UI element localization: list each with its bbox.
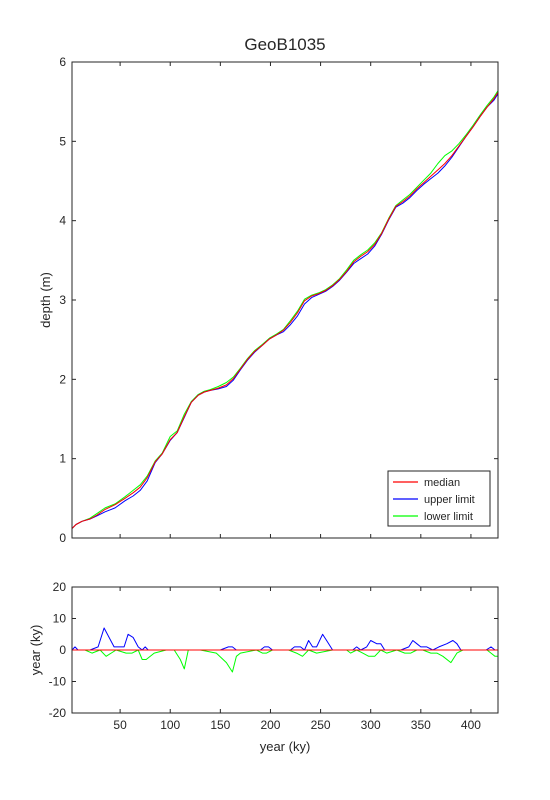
depth-chart: GeoB1035 depth (m) 0 1 2 3 4 5 6 median upper …	[38, 35, 499, 545]
depth-series-upper-limit	[71, 93, 499, 529]
deviation-axes-frame	[71, 586, 499, 714]
deviation-ticks: -20 -10 0 10 20 50 100 150 200 250 300 350 400	[49, 580, 498, 732]
deviation-y-tick-label: 20	[53, 580, 67, 594]
x-tick-label: 400	[461, 718, 481, 732]
deviation-y-tick-label: 10	[53, 612, 67, 626]
x-tick-label: 300	[361, 718, 381, 732]
deviation-series-lower-deviation	[72, 649, 498, 673]
x-tick-label: 100	[160, 718, 180, 732]
depth-y-tick-label: 6	[59, 55, 66, 69]
depth-y-tick-label: 0	[59, 531, 66, 545]
deviation-chart: year (ky) year (ky) -20 -10 0 10 20 50 100 150 2…	[28, 580, 499, 754]
legend: median upper limit lower limit	[387, 470, 491, 527]
depth-series-lower-limit	[71, 90, 499, 529]
depth-y-axis-label: depth (m)	[38, 272, 53, 328]
deviation-y-tick-label: 0	[59, 643, 66, 657]
x-tick-label: 200	[260, 718, 280, 732]
x-tick-label: 250	[311, 718, 331, 732]
deviation-y-axis-label: year (ky)	[28, 625, 43, 676]
x-tick-label: 150	[210, 718, 230, 732]
depth-y-tick-label: 4	[59, 214, 66, 228]
depth-series-median	[71, 91, 499, 529]
deviation-y-tick-label: -20	[49, 706, 67, 720]
depth-y-ticks: 0 1 2 3 4 5 6	[59, 55, 498, 545]
depth-axes-frame	[71, 61, 499, 539]
depth-plot-area	[72, 62, 498, 538]
x-tick-label: 50	[113, 718, 127, 732]
legend-label-upper: upper limit	[424, 494, 475, 506]
deviation-series-lines	[71, 627, 498, 673]
deviation-y-tick-label: -10	[49, 675, 67, 689]
x-tick-label: 350	[411, 718, 431, 732]
depth-series-lines	[71, 90, 499, 529]
legend-label-lower: lower limit	[424, 511, 473, 523]
depth-y-tick-label: 5	[59, 134, 66, 148]
x-axis-label: year (ky)	[260, 739, 311, 754]
deviation-series-upper-deviation	[71, 627, 498, 651]
chart-title: GeoB1035	[244, 35, 325, 54]
depth-y-tick-label: 1	[59, 452, 66, 466]
depth-y-tick-label: 3	[59, 293, 66, 307]
depth-y-tick-label: 2	[59, 372, 66, 386]
legend-label-median: median	[424, 477, 460, 489]
